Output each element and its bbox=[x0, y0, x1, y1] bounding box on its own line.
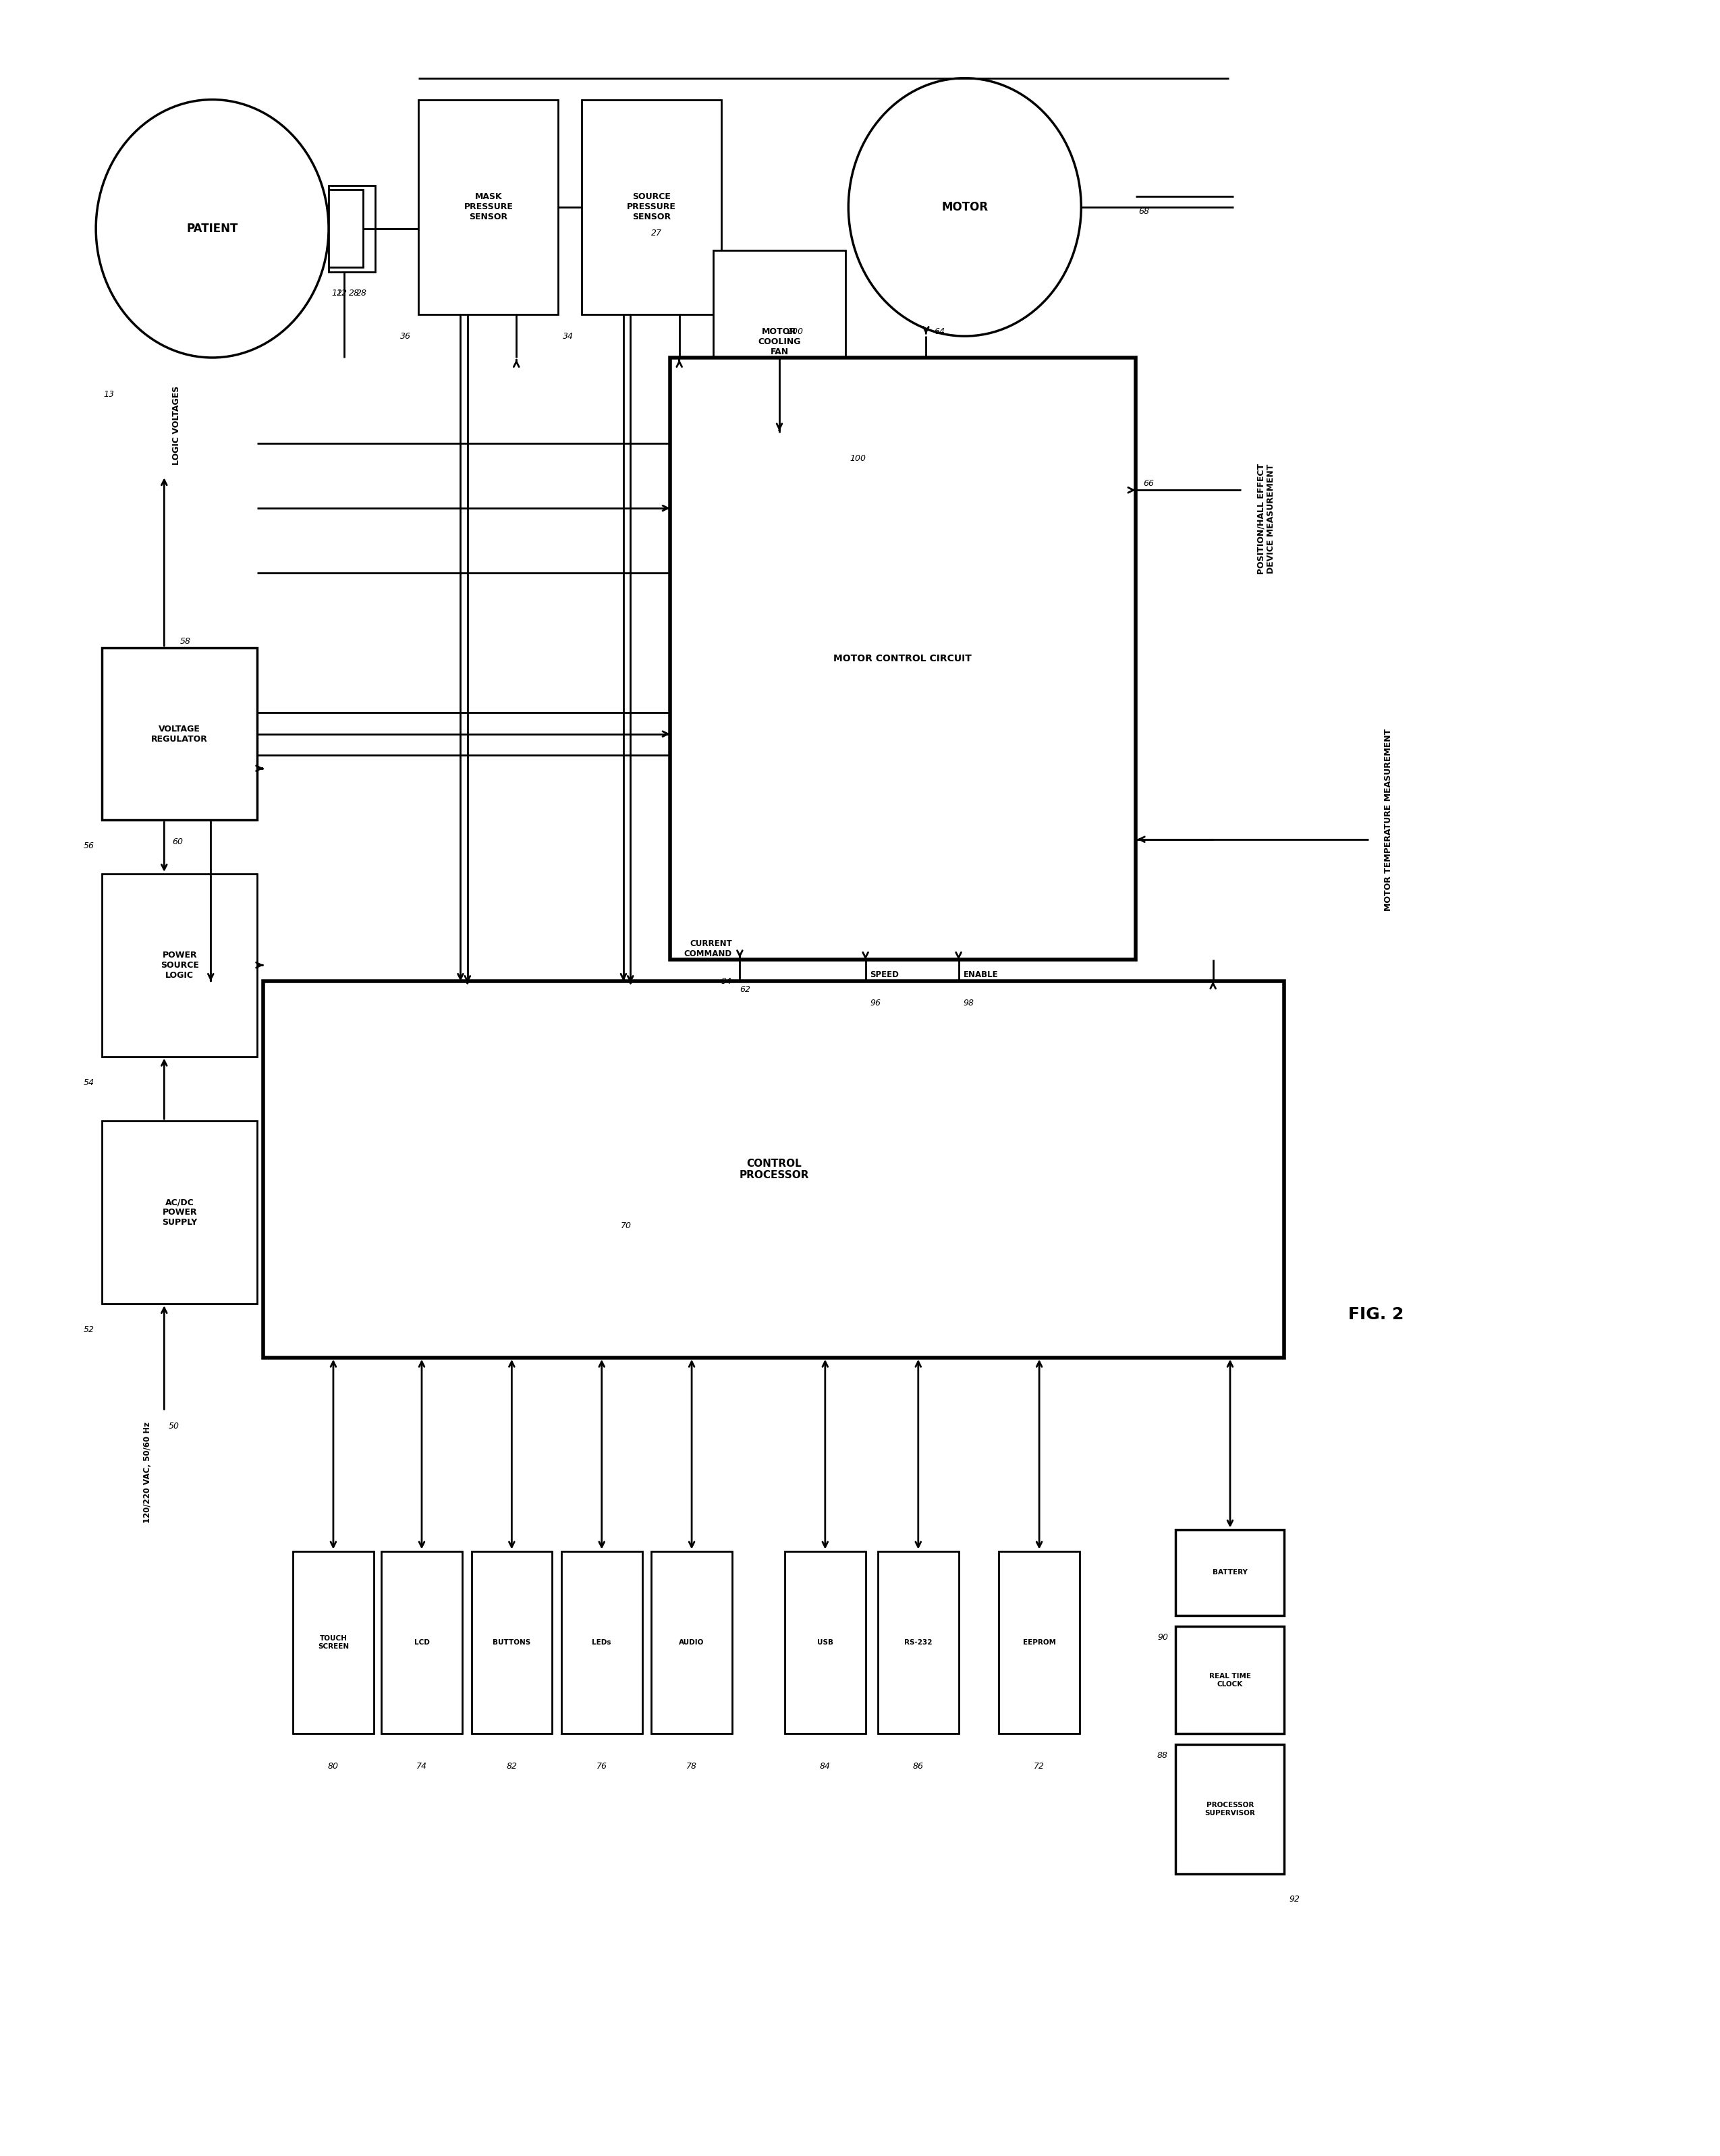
Bar bbox=[561, 1550, 642, 1733]
Bar bbox=[329, 190, 363, 267]
Text: SPEED: SPEED bbox=[870, 970, 900, 979]
Text: MOTOR CONTROL CIRCUIT: MOTOR CONTROL CIRCUIT bbox=[834, 653, 972, 664]
Text: CURRENT
COMMAND: CURRENT COMMAND bbox=[685, 940, 733, 959]
Text: 84: 84 bbox=[820, 1761, 831, 1770]
Text: 82: 82 bbox=[506, 1761, 518, 1770]
Text: 62: 62 bbox=[740, 985, 750, 994]
Text: 56: 56 bbox=[84, 841, 95, 849]
Text: PROCESSOR
SUPERVISOR: PROCESSOR SUPERVISOR bbox=[1204, 1802, 1256, 1815]
Text: FIG. 2: FIG. 2 bbox=[1348, 1307, 1404, 1322]
Text: 66: 66 bbox=[1144, 479, 1154, 487]
Text: 60: 60 bbox=[172, 837, 182, 845]
Text: 58: 58 bbox=[179, 638, 191, 647]
Text: 76: 76 bbox=[597, 1761, 607, 1770]
Text: 50: 50 bbox=[169, 1423, 179, 1432]
Text: REAL TIME
CLOCK: REAL TIME CLOCK bbox=[1209, 1673, 1250, 1688]
Text: SOURCE
PRESSURE
SENSOR: SOURCE PRESSURE SENSOR bbox=[626, 192, 676, 222]
Text: MASK
PRESSURE
SENSOR: MASK PRESSURE SENSOR bbox=[464, 192, 513, 222]
Bar bbox=[877, 1550, 958, 1733]
Text: AUDIO: AUDIO bbox=[679, 1639, 703, 1645]
Text: AC/DC
POWER
SUPPLY: AC/DC POWER SUPPLY bbox=[162, 1199, 198, 1227]
Text: USB: USB bbox=[817, 1639, 832, 1645]
Bar bbox=[999, 1550, 1080, 1733]
Text: 100: 100 bbox=[850, 455, 867, 464]
Text: POWER
SOURCE
LOGIC: POWER SOURCE LOGIC bbox=[160, 951, 200, 979]
Bar bbox=[329, 185, 375, 272]
Text: 34: 34 bbox=[562, 332, 574, 341]
Text: 12: 12 bbox=[337, 289, 347, 298]
Bar bbox=[471, 1550, 552, 1733]
Bar bbox=[652, 1550, 733, 1733]
Ellipse shape bbox=[96, 99, 329, 358]
Bar bbox=[581, 99, 721, 315]
Text: CONTROL
PROCESSOR: CONTROL PROCESSOR bbox=[740, 1158, 808, 1179]
Bar bbox=[101, 649, 258, 819]
Ellipse shape bbox=[848, 78, 1082, 336]
Text: 28: 28 bbox=[349, 289, 359, 298]
Bar bbox=[263, 981, 1285, 1358]
Text: 86: 86 bbox=[913, 1761, 924, 1770]
Text: 13: 13 bbox=[103, 390, 115, 399]
Bar bbox=[671, 358, 1135, 959]
Text: MOTOR TEMPERATURE MEASUREMENT: MOTOR TEMPERATURE MEASUREMENT bbox=[1383, 729, 1393, 912]
Bar bbox=[1176, 1744, 1285, 1874]
Text: 88: 88 bbox=[1158, 1751, 1168, 1759]
Text: POSITION/HALL EFFECT
DEVICE MEASUREMENT: POSITION/HALL EFFECT DEVICE MEASUREMENT bbox=[1257, 464, 1275, 573]
Bar bbox=[101, 873, 258, 1056]
Text: 27: 27 bbox=[652, 229, 662, 237]
Bar bbox=[382, 1550, 463, 1733]
Text: BATTERY: BATTERY bbox=[1213, 1570, 1247, 1576]
Text: BUTTONS: BUTTONS bbox=[492, 1639, 531, 1645]
Text: 68: 68 bbox=[1139, 207, 1149, 216]
Text: 72: 72 bbox=[1034, 1761, 1044, 1770]
Text: 96: 96 bbox=[870, 998, 881, 1007]
Text: 74: 74 bbox=[416, 1761, 427, 1770]
Text: 90: 90 bbox=[1158, 1632, 1168, 1641]
Text: VOLTAGE
REGULATOR: VOLTAGE REGULATOR bbox=[151, 724, 208, 744]
Text: 98: 98 bbox=[963, 998, 974, 1007]
Text: LEDs: LEDs bbox=[592, 1639, 611, 1645]
Bar bbox=[1176, 1529, 1285, 1615]
Text: 12: 12 bbox=[332, 289, 342, 298]
Text: MOTOR
COOLING
FAN: MOTOR COOLING FAN bbox=[759, 328, 802, 356]
Bar bbox=[101, 1121, 258, 1304]
Text: 36: 36 bbox=[401, 332, 411, 341]
Text: 100: 100 bbox=[788, 328, 803, 336]
Text: 78: 78 bbox=[686, 1761, 697, 1770]
Text: 52: 52 bbox=[84, 1326, 95, 1335]
Text: RS-232: RS-232 bbox=[905, 1639, 932, 1645]
Bar bbox=[784, 1550, 865, 1733]
Text: 92: 92 bbox=[1288, 1895, 1300, 1904]
Text: LCD: LCD bbox=[415, 1639, 430, 1645]
Text: 80: 80 bbox=[329, 1761, 339, 1770]
Text: 28: 28 bbox=[356, 289, 368, 298]
Text: PATIENT: PATIENT bbox=[186, 222, 237, 235]
Bar bbox=[714, 250, 845, 433]
Text: 94: 94 bbox=[721, 977, 733, 985]
Text: ENABLE: ENABLE bbox=[963, 970, 998, 979]
Text: MOTOR: MOTOR bbox=[941, 201, 987, 213]
Text: 54: 54 bbox=[84, 1078, 95, 1087]
Bar bbox=[418, 99, 559, 315]
Text: 70: 70 bbox=[621, 1222, 631, 1231]
Bar bbox=[1176, 1626, 1285, 1733]
Text: 120/220 VAC, 50/60 Hz: 120/220 VAC, 50/60 Hz bbox=[143, 1423, 151, 1524]
Bar bbox=[292, 1550, 373, 1733]
Text: LOGIC VOLTAGES: LOGIC VOLTAGES bbox=[172, 386, 181, 466]
Text: 64: 64 bbox=[934, 328, 944, 336]
Text: TOUCH
SCREEN: TOUCH SCREEN bbox=[318, 1634, 349, 1649]
Text: EEPROM: EEPROM bbox=[1023, 1639, 1056, 1645]
